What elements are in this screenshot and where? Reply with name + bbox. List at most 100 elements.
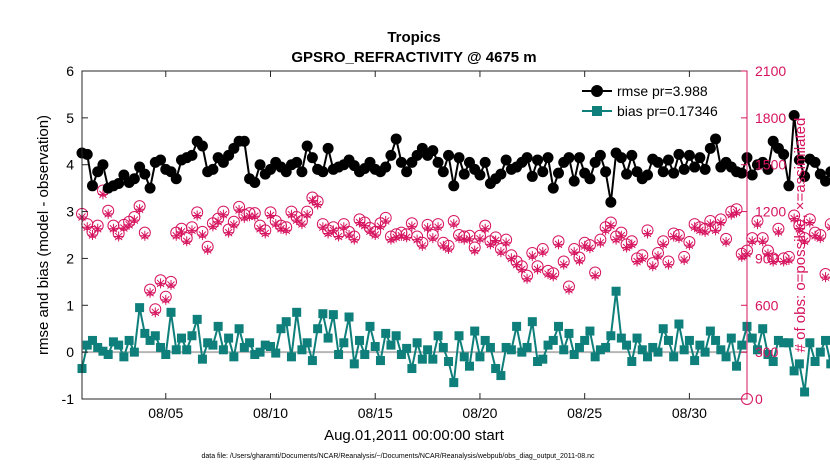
rmse-point xyxy=(762,163,774,175)
obs-assimilated-point xyxy=(359,220,370,231)
obs-assimilated-point xyxy=(417,240,428,251)
y-tick-label-right: 2100 xyxy=(755,63,786,79)
rmse-point xyxy=(573,152,585,164)
obs-assimilated-point xyxy=(375,221,386,232)
bias-point xyxy=(653,347,663,357)
rmse-point xyxy=(448,180,460,192)
bias-point xyxy=(292,307,302,317)
bias-point xyxy=(250,349,260,359)
obs-assimilated-point xyxy=(762,248,773,259)
obs-assimilated-point xyxy=(108,223,119,234)
bias-point xyxy=(203,338,213,348)
rmse-point xyxy=(657,166,669,178)
bias-point xyxy=(355,335,365,345)
obs-assimilated-point xyxy=(506,253,517,264)
obs-assimilated-point xyxy=(129,215,140,226)
bias-point xyxy=(402,343,412,353)
bias-point xyxy=(197,354,207,364)
obs-assimilated-point xyxy=(621,242,632,253)
bias-point xyxy=(747,333,757,343)
rmse-point xyxy=(474,169,486,181)
obs-assimilated-point xyxy=(679,254,690,265)
bias-point xyxy=(234,324,244,334)
bias-point xyxy=(564,328,574,338)
bias-point xyxy=(156,342,166,352)
bias-point xyxy=(98,346,108,356)
obs-assimilated-point xyxy=(616,230,627,241)
obs-assimilated-point xyxy=(579,240,590,251)
bias-point xyxy=(643,352,653,362)
rmse-point xyxy=(825,166,830,178)
obs-assimilated-point xyxy=(757,236,768,247)
rmse-point xyxy=(395,156,407,168)
rmse-point xyxy=(437,166,449,178)
chart-subtitle: GPSRO_REFRACTIVITY @ 4675 m xyxy=(291,49,536,66)
bias-point xyxy=(752,345,762,355)
obs-assimilated-point xyxy=(469,245,480,256)
y-tick-label-left: 6 xyxy=(66,63,74,79)
bias-point xyxy=(522,342,532,352)
rmse-point xyxy=(317,166,329,178)
x-axis-label: Aug.01,2011 00:00:00 start xyxy=(324,427,505,444)
obs-assimilated-point xyxy=(574,255,585,266)
obs-assimilated-point xyxy=(495,247,506,258)
obs-assimilated-point xyxy=(412,234,423,245)
rmse-point xyxy=(86,180,98,192)
rmse-point xyxy=(552,167,564,179)
legend-rmse-label: rmse pr=3.988 xyxy=(617,83,708,99)
bias-point xyxy=(805,338,815,348)
obs-assimilated-point xyxy=(543,269,554,280)
rmse-point xyxy=(495,168,507,180)
obs-assimilated-point xyxy=(590,270,601,281)
bias-point xyxy=(276,324,286,334)
bias-point xyxy=(622,340,632,350)
obs-assimilated-point xyxy=(569,247,580,258)
bias-point xyxy=(705,326,715,336)
bias-point xyxy=(260,340,270,350)
bias-point xyxy=(140,328,150,338)
bias-point xyxy=(658,324,668,334)
bias-point xyxy=(810,357,820,367)
rmse-point xyxy=(306,152,318,164)
bias-point xyxy=(93,342,103,352)
obs-assimilated-point xyxy=(239,212,250,223)
obs-assimilated-point xyxy=(752,219,763,230)
obs-assimilated-point xyxy=(637,253,648,264)
bias-point xyxy=(732,361,742,371)
bias-point xyxy=(711,335,721,345)
obs-assimilated-point xyxy=(600,225,611,236)
obs-assimilated-point xyxy=(223,227,234,238)
obs-assimilated-point xyxy=(118,222,129,233)
obs-assimilated-point xyxy=(626,239,637,250)
bias-point xyxy=(391,331,401,341)
rmse-point xyxy=(296,166,308,178)
rmse-point xyxy=(584,173,596,185)
y-tick-label-left: 5 xyxy=(66,110,74,126)
obs-assimilated-point xyxy=(721,237,732,248)
obs-assimilated-point xyxy=(286,209,297,220)
bias-point xyxy=(768,357,778,367)
x-tick-label: 08/15 xyxy=(358,405,393,421)
obs-assimilated-point xyxy=(391,232,402,243)
rmse-point xyxy=(652,156,664,168)
rmse-point xyxy=(196,140,208,152)
y-tick-label-left: 2 xyxy=(66,250,74,266)
bias-point xyxy=(114,340,124,350)
obs-assimilated-point xyxy=(438,240,449,251)
obs-assimilated-point xyxy=(768,256,779,267)
obs-assimilated-point xyxy=(459,234,470,245)
obs-assimilated-point xyxy=(145,287,156,298)
bias-point xyxy=(224,333,234,343)
rmse-point xyxy=(626,149,638,161)
rmse-point xyxy=(710,133,722,145)
bias-point xyxy=(501,342,511,352)
bias-point xyxy=(396,349,406,359)
bias-point xyxy=(334,349,344,359)
obs-assimilated-point xyxy=(124,219,135,230)
rmse-point xyxy=(668,167,680,179)
bias-point xyxy=(245,338,255,348)
bias-point xyxy=(255,347,265,357)
obs-assimilated-point xyxy=(448,219,459,230)
bias-point xyxy=(496,371,506,381)
rmse-point xyxy=(799,170,811,182)
